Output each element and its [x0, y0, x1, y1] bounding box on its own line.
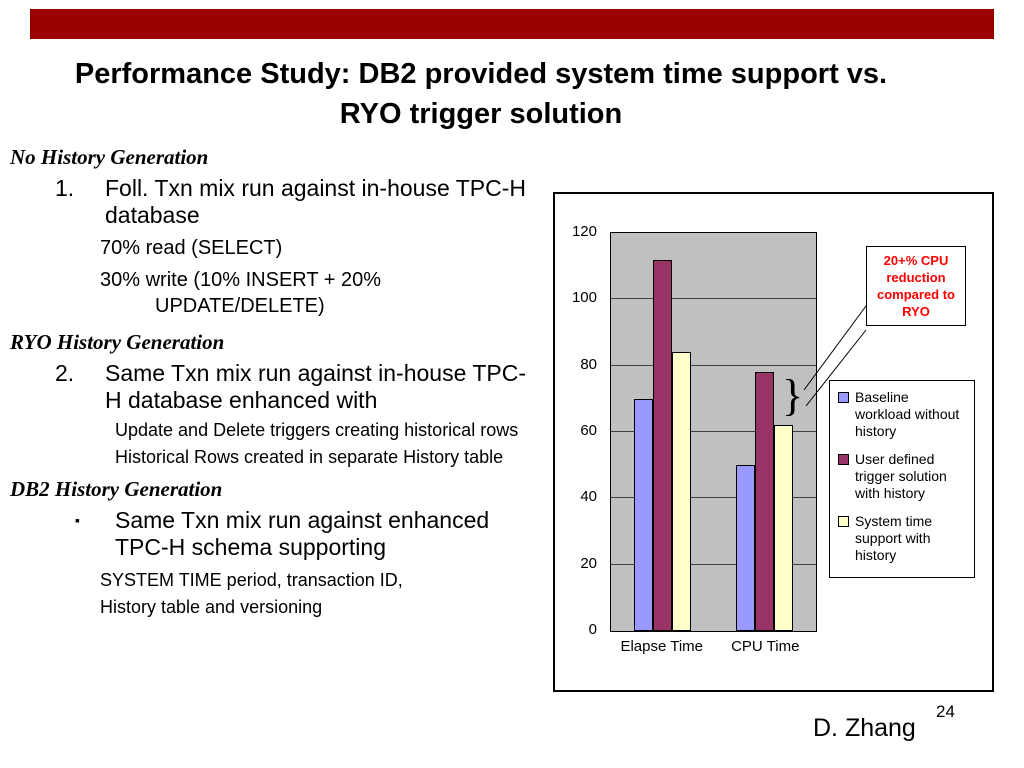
x-axis-labels: Elapse Time CPU Time [610, 638, 817, 655]
item-number: 2. [55, 360, 75, 386]
bar [633, 398, 653, 631]
gridline [611, 563, 816, 565]
y-tick-label: 0 [588, 621, 597, 638]
bar [652, 259, 672, 631]
title-line-1: Performance Study: DB2 provided system t… [74, 58, 888, 90]
section-heading-db2-history: DB2 History Generation [10, 477, 223, 501]
gridline [611, 298, 816, 300]
y-tick-label: 20 [580, 554, 597, 572]
legend-label: System time support with history [855, 513, 933, 563]
item-text: Same Txn mix run against enhanced TPC-H … [115, 507, 490, 560]
sub-item: History table and versioning [100, 597, 323, 617]
page-number: 24 [936, 702, 955, 721]
plot-area [610, 232, 817, 632]
numbered-item-1: 1. Foll. Txn mix run against in-house TP… [55, 175, 555, 229]
legend-entry: System time support with history [838, 513, 968, 564]
bar-group [736, 372, 794, 631]
sub-item: 30% write (10% INSERT + 20% UPDATE/DELET… [100, 269, 382, 317]
section-heading-no-history: No History Generation [10, 145, 209, 169]
y-tick-label: 60 [580, 422, 597, 439]
legend-swatch-icon [838, 454, 849, 465]
item-text: Foll. Txn mix run against in-house TPC-H… [105, 175, 526, 228]
sub-item: SYSTEM TIME period, transaction ID, [100, 570, 403, 590]
y-tick-label: 120 [571, 223, 597, 240]
gridline [611, 364, 816, 366]
legend-entry: Baseline workload without history [838, 389, 968, 440]
y-tick-label: 100 [571, 289, 597, 307]
y-axis-labels: 0 20 40 60 80 100 120 [555, 223, 601, 638]
item-text: Same Txn mix run against in-house TPC-H … [105, 360, 526, 413]
bar-groups [611, 233, 816, 631]
x-tick-label: Elapse Time [620, 638, 704, 655]
sub-item: Update and Delete triggers creating hist… [115, 420, 519, 440]
gridline [611, 497, 816, 499]
y-tick-label: 80 [580, 355, 597, 373]
bar [671, 352, 691, 631]
footer-author: D. Zhang [813, 714, 916, 742]
bullet-content: No History Generation 1. Foll. Txn mix r… [10, 138, 555, 618]
legend-swatch-icon [838, 392, 849, 403]
legend-entry: User defined trigger solution with histo… [838, 451, 968, 502]
bulleted-item: ▪ Same Txn mix run against enhanced TPC-… [75, 507, 555, 561]
bar [774, 425, 794, 631]
bar [755, 372, 775, 631]
title-line-2: RYO trigger solution [339, 98, 623, 130]
legend-label: User defined trigger solution with histo… [855, 451, 947, 501]
bar-group [633, 259, 691, 631]
top-accent-bar [30, 9, 994, 39]
section-heading-ryo-history: RYO History Generation [10, 330, 225, 354]
gridline [611, 431, 816, 432]
bar-chart: 0 20 40 60 80 100 120 Elapse Time CPU Time Base… [553, 192, 994, 692]
sub-item: 70% read (SELECT) [100, 237, 283, 259]
item-number: 1. [55, 175, 75, 201]
x-tick-label: CPU Time [731, 638, 800, 655]
numbered-item-2: 2. Same Txn mix run against in-house TPC… [55, 360, 555, 414]
y-tick-label: 40 [580, 488, 597, 506]
curly-brace: } [782, 371, 804, 420]
legend-label: Baseline workload without history [855, 389, 960, 439]
legend: Baseline workload without history User de… [829, 380, 975, 578]
square-bullet-icon: ▪ [75, 512, 80, 528]
annotation-callout: 20+% CPU reduction compared to RYO [866, 246, 966, 326]
legend-swatch-icon [838, 516, 849, 527]
bar [736, 465, 756, 631]
page-title: Performance Study: DB2 provided system t… [0, 54, 962, 134]
sub-item: Historical Rows created in separate Hist… [115, 447, 504, 467]
